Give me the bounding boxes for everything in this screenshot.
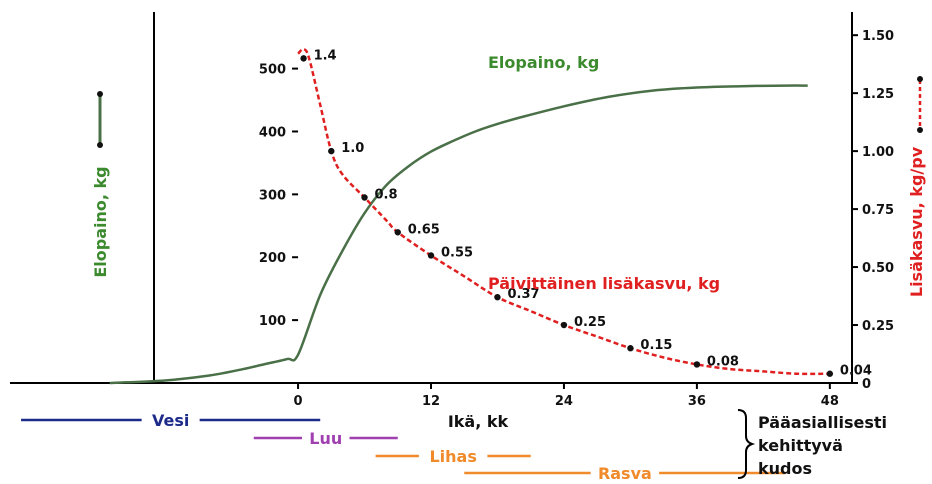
right-tick-label: 1.25 [862,87,894,102]
left-tick-label: 200 [259,251,286,266]
data-point-label: 0.08 [707,354,739,369]
data-point [361,194,368,201]
tissue-bar-luu: Luu [253,429,398,448]
x-tick-label: 12 [422,394,440,409]
tissue-brace [737,409,756,479]
tissue-bar-rasva: Rasva [464,464,786,483]
tissue-title-line-3: kudos [758,459,812,478]
series-line-elopaino [109,84,808,385]
data-point [427,252,435,259]
tissue-label: Vesi [152,411,189,430]
left-legend-marker [97,91,103,148]
data-point [826,370,834,377]
tissue-bar-vesi: Vesi [21,411,321,430]
data-point [394,229,401,236]
data-point-label: 1.4 [314,48,337,63]
left-tick-label: 400 [259,125,286,140]
data-point [494,294,501,301]
data-point-label: 0.04 [840,364,872,379]
data-point-label: 0.55 [441,245,473,260]
tissue-label: Luu [309,429,342,448]
data-point-label: 0.65 [408,222,440,237]
right-tick-label: 0 [862,377,871,392]
left-tick-label: 300 [259,188,286,203]
x-tick-label: 36 [688,394,706,409]
tissue-title-line-1: Pääasiallisesti [758,413,887,432]
data-point [560,321,568,329]
data-point-label: 0.37 [507,287,539,302]
data-point-label: 0.25 [574,315,606,330]
tissue-label: Rasva [598,464,652,483]
series-line-lisakasvu [297,47,830,376]
right-tick-label: 0.75 [862,203,894,218]
left-axis-label: Elopaino, kg [91,166,110,277]
left-tick-label: 500 [259,63,286,78]
series-label-lisakasvu: Päivittäinen lisäkasvu, kg [488,274,720,293]
tissue-label: Lihas [429,447,476,466]
data-point [328,147,335,155]
data-point-label: 0.8 [375,188,398,203]
tissue-title-line-2: kehittyvä [758,436,843,455]
data-point [300,55,307,62]
x-tick-label: 24 [555,394,573,409]
data-point-label: 0.15 [640,338,672,353]
right-tick-label: 1.50 [862,29,894,44]
right-legend-marker [917,76,923,133]
right-axis-label: Lisäkasvu, kg/pv [907,146,926,297]
right-tick-label: 0.25 [862,319,894,334]
series-label-elopaino: Elopaino, kg [488,53,599,72]
data-point-label: 1.0 [341,141,364,156]
x-tick-label: 48 [821,394,839,409]
tissue-title: Pääasiallisesti kehittyvä kudos [758,413,893,478]
left-tick-label: 100 [259,314,286,329]
right-tick-label: 0.50 [862,261,894,276]
x-axis-label: Ikä, kk [448,412,509,431]
right-tick-label: 1.00 [862,145,894,160]
data-point [693,361,701,368]
tissue-bar-lihas: Lihas [375,447,531,466]
data-point [627,345,634,352]
x-tick-label: 0 [294,394,303,409]
